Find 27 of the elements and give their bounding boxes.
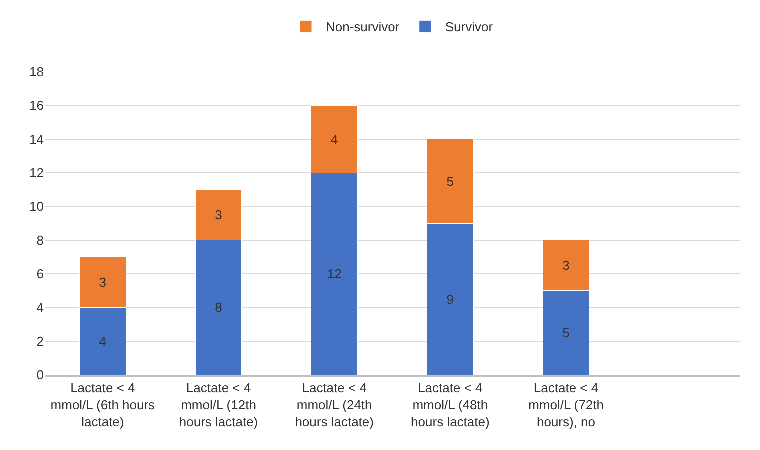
x-tick-label: Lactate < 4 mmol/L (24th hours lactate) [295, 380, 374, 430]
x-tick-label: Lactate < 4 mmol/L (6th hours lactate) [50, 380, 156, 430]
y-tick-label: 8 [36, 232, 44, 248]
legend-label: Survivor [445, 20, 494, 35]
y-tick-label: 12 [30, 166, 44, 181]
y-tick-label: 18 [30, 64, 44, 80]
x-tick-label: Lactate < 4 mmol/L (72th hours), no [528, 380, 604, 430]
y-tick-label: 6 [36, 266, 44, 282]
x-tick-label: Lactate < 4 mmol/L (48th hours lactate) [411, 380, 490, 430]
data-label: 3 [562, 258, 570, 274]
data-label: 3 [215, 208, 222, 223]
data-label: 8 [215, 300, 222, 316]
data-label: 3 [99, 274, 107, 290]
y-tick-label: 10 [30, 199, 44, 214]
data-label: 12 [327, 266, 342, 282]
data-label: 4 [330, 132, 338, 147]
data-label: 5 [446, 174, 454, 189]
y-tick-label: 14 [30, 132, 44, 147]
y-tick-label: 0 [36, 368, 44, 383]
y-tick-label: 2 [36, 334, 44, 349]
data-label: 5 [562, 325, 570, 340]
y-tick-label: 4 [36, 300, 44, 316]
data-label: 4 [99, 334, 107, 349]
y-tick-label: 16 [30, 98, 44, 114]
legend-label: Non-survivor [326, 20, 400, 35]
x-tick-label: Lactate < 4 mmol/L (12th hours lactate) [179, 380, 258, 430]
data-label: 9 [446, 292, 454, 307]
